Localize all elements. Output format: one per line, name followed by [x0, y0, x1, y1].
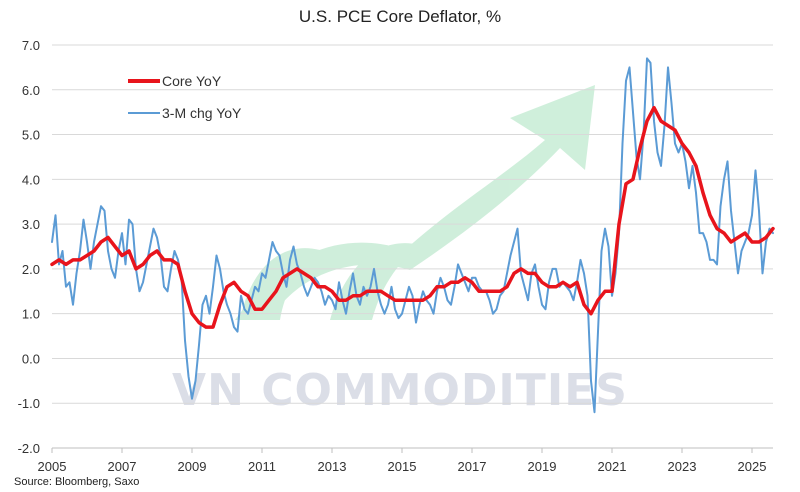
x-tick-label: 2013	[318, 459, 347, 474]
y-tick-label: 1.0	[22, 307, 40, 322]
y-tick-label: -2.0	[18, 441, 40, 456]
legend: Core YoY 3-M chg YoY	[128, 73, 242, 121]
series-line-3m-chg-yoy	[51, 57, 774, 414]
x-axis: 2005 2007 2009 2011 2013 2015 2017 2019 2021 2023…	[38, 447, 773, 474]
x-tick-label: 2017	[458, 459, 487, 474]
gridlines	[52, 44, 773, 449]
y-tick-label: 4.0	[22, 172, 40, 187]
y-tick-label: 5.0	[22, 128, 40, 143]
x-tick-label: 2011	[248, 459, 276, 474]
plot-area	[50, 57, 775, 414]
x-tick-label: 2023	[668, 459, 697, 474]
watermark: VN COMMODITIES	[172, 365, 628, 416]
series-line-core-yoy	[50, 105, 775, 329]
x-tick-label: 2019	[528, 459, 557, 474]
legend-label-core: Core YoY	[162, 73, 222, 89]
trend-arrow-graphic	[235, 85, 595, 320]
y-tick-label: 0.0	[22, 351, 40, 366]
x-tick-label: 2025	[738, 459, 767, 474]
legend-label-chg: 3-M chg YoY	[162, 105, 242, 121]
y-tick-label: 3.0	[22, 217, 40, 232]
x-tick-label: 2021	[598, 459, 627, 474]
y-axis: 7.0 6.0 5.0 4.0 3.0 2.0 1.0 0.0 -1.0 -2.0	[18, 38, 40, 456]
x-tick-label: 2009	[178, 459, 207, 474]
y-tick-label: 7.0	[22, 38, 40, 53]
x-tick-label: 2015	[388, 459, 417, 474]
source-note: Source: Bloomberg, Saxo	[14, 476, 139, 488]
y-tick-label: 2.0	[22, 262, 40, 277]
y-tick-label: 6.0	[22, 83, 40, 98]
y-tick-label: -1.0	[18, 396, 40, 411]
trend-arrow-body	[235, 85, 595, 320]
chart-title: U.S. PCE Core Deflator, %	[299, 7, 501, 26]
x-tick-label: 2005	[38, 459, 67, 474]
x-tick-label: 2007	[108, 459, 137, 474]
